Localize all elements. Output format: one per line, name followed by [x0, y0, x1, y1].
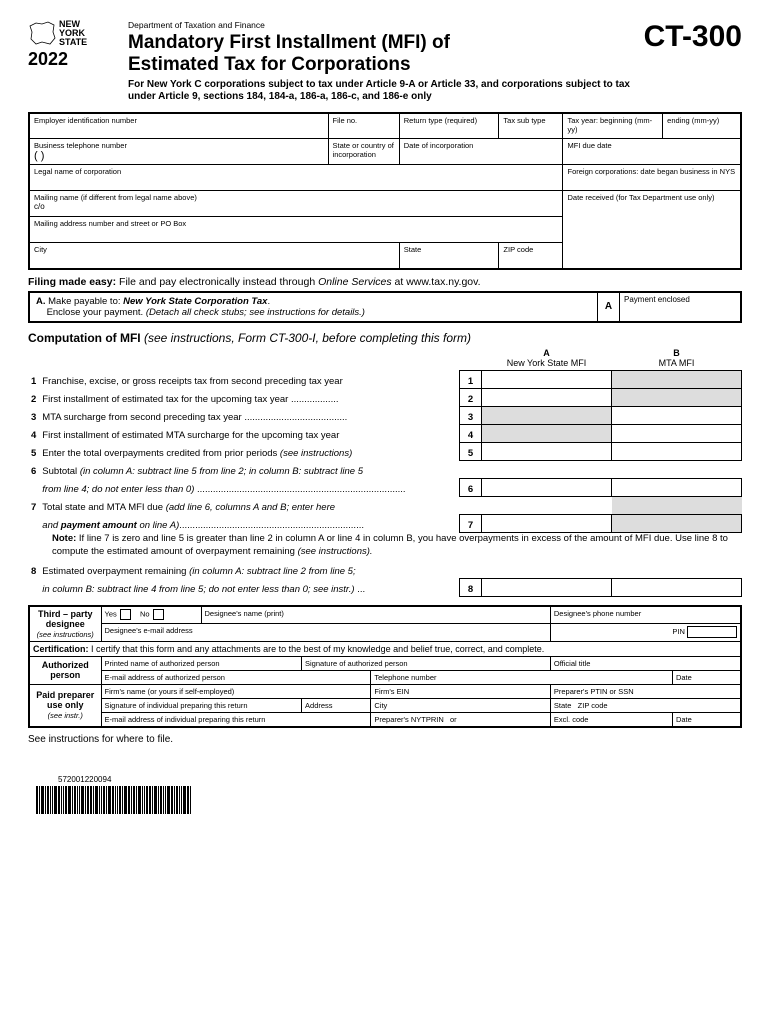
designee-yesno[interactable]: Yes No: [101, 606, 201, 623]
form-code: CT-300: [644, 20, 742, 54]
line8-colA[interactable]: [482, 578, 612, 596]
prep-ptin-field[interactable]: Preparer's PTIN or SSN: [550, 684, 741, 698]
state-country-field[interactable]: State or country of incorporation: [328, 139, 399, 165]
line7-colA[interactable]: [482, 514, 612, 532]
line-8-row: 8 Estimated overpayment remaining (in co…: [28, 560, 742, 597]
prep-signature-field[interactable]: Signature of individual preparing this r…: [101, 698, 302, 712]
computation-table: ANew York State MFI BMTA MFI 1 Franchise…: [28, 347, 742, 533]
signature-block: Third – party designee(see instructions)…: [28, 605, 742, 728]
prep-excl-field[interactable]: Excl. code: [550, 712, 672, 727]
title-block: Department of Taxation and Finance Manda…: [128, 20, 632, 104]
barcode-icon: [36, 786, 742, 814]
authorized-side-label: Authorized person: [29, 656, 101, 684]
barcode-number: 572001220094: [58, 775, 742, 784]
ein-field[interactable]: Employer identification number: [29, 113, 328, 139]
identification-block: Employer identification number File no. …: [28, 112, 742, 270]
line1-colA[interactable]: [482, 370, 612, 388]
computation-title: Computation of MFI (see instructions, Fo…: [28, 331, 742, 345]
line3-colB[interactable]: [612, 406, 742, 424]
no-checkbox[interactable]: [153, 609, 164, 620]
auth-date-field[interactable]: Date: [672, 670, 741, 684]
department-name: Department of Taxation and Finance: [128, 20, 632, 30]
nys-logo-block: NEW YORK STATE 2022: [28, 20, 116, 70]
auth-phone-field[interactable]: Telephone number: [371, 670, 673, 684]
form-subtitle: For New York C corporations subject to t…: [128, 79, 632, 104]
designee-pin-field[interactable]: PIN: [550, 623, 741, 641]
line6-colB[interactable]: [612, 478, 742, 496]
mailing-name-field[interactable]: Mailing name (if different from legal na…: [29, 191, 563, 217]
preparer-side-label: Paid preparer use only(see instr.): [29, 684, 101, 727]
line5-colB[interactable]: [612, 442, 742, 460]
file-no-field[interactable]: File no.: [328, 113, 399, 139]
prep-city-field[interactable]: City: [371, 698, 551, 712]
section-a: A. Make payable to: New York State Corpo…: [28, 291, 742, 323]
line6-colA[interactable]: [482, 478, 612, 496]
nys-text: NEW YORK STATE: [59, 20, 87, 47]
form-year: 2022: [28, 49, 116, 70]
zip-field[interactable]: ZIP code: [499, 243, 563, 269]
prep-date-field[interactable]: Date: [672, 712, 741, 727]
line1-colB: [612, 370, 742, 388]
line5-colA[interactable]: [482, 442, 612, 460]
mailing-address-field[interactable]: Mailing address number and street or PO …: [29, 217, 563, 243]
designee-email-field[interactable]: Designee's e-mail address: [101, 623, 550, 641]
ny-state-outline-icon: [28, 20, 56, 46]
line8-colB[interactable]: [612, 578, 742, 596]
section-a-instruction: A. Make payable to: New York State Corpo…: [30, 293, 598, 321]
yes-checkbox[interactable]: [120, 609, 131, 620]
auth-printed-name-field[interactable]: Printed name of authorized person: [101, 656, 302, 670]
payment-enclosed-field[interactable]: Payment enclosed: [620, 293, 740, 321]
form-header: NEW YORK STATE 2022 Department of Taxati…: [28, 20, 742, 104]
date-received-field: Date received (for Tax Department use on…: [563, 191, 741, 269]
designee-phone-field[interactable]: Designee's phone number: [550, 606, 741, 623]
section-a-label: A: [598, 293, 620, 321]
foreign-date-field[interactable]: Foreign corporations: date began busines…: [563, 165, 741, 191]
date-incorp-field[interactable]: Date of incorporation: [399, 139, 563, 165]
line7-colB: [612, 514, 742, 532]
computation-note: Note: If line 7 is zero and line 5 is gr…: [28, 533, 742, 559]
legal-name-field[interactable]: Legal name of corporation: [29, 165, 563, 191]
tax-sub-type-field[interactable]: Tax sub type: [499, 113, 563, 139]
filing-easy-note: Filing made easy: File and pay electroni…: [28, 276, 742, 288]
auth-email-field[interactable]: E-mail address of authorized person: [101, 670, 371, 684]
prep-nytprin-field[interactable]: Preparer's NYTPRIN or: [371, 712, 551, 727]
designee-name-field[interactable]: Designee's name (print): [201, 606, 550, 623]
line2-colB: [612, 388, 742, 406]
state-field[interactable]: State: [399, 243, 499, 269]
auth-signature-field[interactable]: Signature of authorized person: [302, 656, 551, 670]
prep-firm-field[interactable]: Firm's name (or yours if self-employed): [101, 684, 371, 698]
city-field[interactable]: City: [29, 243, 399, 269]
mfi-due-field[interactable]: MFI due date: [563, 139, 741, 165]
return-type-field[interactable]: Return type (required): [399, 113, 499, 139]
line4-colA: [482, 424, 612, 442]
certification-text: Certification: I certify that this form …: [29, 641, 741, 656]
prep-state-zip-field[interactable]: State ZIP code: [550, 698, 741, 712]
line2-colA[interactable]: [482, 388, 612, 406]
line4-colB[interactable]: [612, 424, 742, 442]
phone-field[interactable]: Business telephone number( ): [29, 139, 328, 165]
auth-title-field[interactable]: Official title: [550, 656, 741, 670]
tax-year-begin-field[interactable]: Tax year: beginning (mm-yy): [563, 113, 663, 139]
footer-instruction: See instructions for where to file.: [28, 734, 742, 745]
prep-ein-field[interactable]: Firm's EIN: [371, 684, 551, 698]
designee-side-label: Third – party designee(see instructions): [29, 606, 101, 642]
form-title: Mandatory First Installment (MFI) of Est…: [128, 32, 632, 76]
prep-email-field[interactable]: E-mail address of individual preparing t…: [101, 712, 371, 727]
prep-address-field[interactable]: Address: [302, 698, 371, 712]
barcode-block: 572001220094: [28, 775, 742, 814]
line3-colA: [482, 406, 612, 424]
tax-year-end-field[interactable]: ending (mm-yy): [663, 113, 741, 139]
